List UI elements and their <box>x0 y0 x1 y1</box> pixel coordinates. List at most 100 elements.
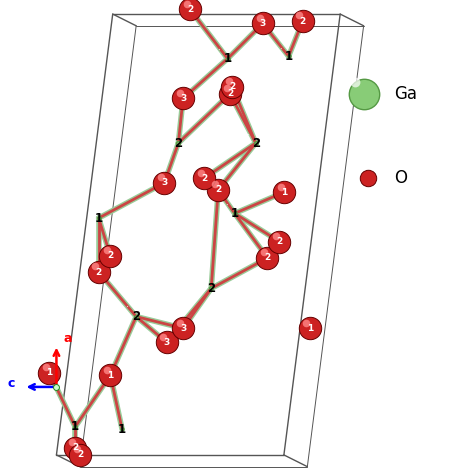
Point <box>199 275 207 282</box>
Point <box>225 77 233 85</box>
Point <box>272 232 280 240</box>
Text: 3: 3 <box>180 324 186 333</box>
Point <box>302 319 310 326</box>
Point <box>299 17 307 25</box>
Point <box>179 95 187 102</box>
Point <box>111 417 119 425</box>
Text: Ga: Ga <box>394 85 417 103</box>
Point <box>73 446 81 453</box>
Point <box>53 383 60 391</box>
Point <box>95 214 102 222</box>
Point <box>201 174 208 182</box>
Point <box>87 205 94 212</box>
Text: 2: 2 <box>207 282 215 295</box>
Point <box>351 78 359 86</box>
Text: 1: 1 <box>284 50 292 63</box>
Text: 1: 1 <box>118 423 126 436</box>
Point <box>107 252 114 259</box>
Point <box>179 325 187 332</box>
Point <box>163 339 171 346</box>
Point <box>224 55 231 62</box>
Text: O: O <box>394 169 407 187</box>
Text: 2: 2 <box>96 267 102 277</box>
Point <box>72 423 79 431</box>
Point <box>259 20 266 27</box>
Text: 1: 1 <box>46 368 53 378</box>
Point <box>165 129 173 136</box>
Point <box>91 263 99 270</box>
Point <box>360 90 367 98</box>
Point <box>223 84 230 92</box>
Text: 3: 3 <box>180 94 186 103</box>
Point <box>103 366 111 373</box>
Point <box>197 169 205 176</box>
Point <box>95 268 102 276</box>
Point <box>252 139 260 147</box>
Point <box>231 210 238 217</box>
Text: 2: 2 <box>229 82 236 91</box>
Point <box>176 319 183 326</box>
Point <box>176 89 183 97</box>
Point <box>174 139 182 147</box>
Point <box>68 439 76 446</box>
Point <box>107 371 114 379</box>
Text: 1: 1 <box>95 212 103 225</box>
Text: c: c <box>7 377 15 390</box>
Text: 2: 2 <box>264 253 271 263</box>
Point <box>183 0 191 8</box>
Point <box>215 45 223 53</box>
Text: 1: 1 <box>107 371 113 380</box>
Text: 2: 2 <box>77 450 83 460</box>
Text: a: a <box>64 333 72 345</box>
Text: 3: 3 <box>164 338 170 347</box>
Text: 2: 2 <box>174 136 182 150</box>
Text: 3: 3 <box>161 178 167 188</box>
Point <box>186 6 194 13</box>
Point <box>208 285 215 292</box>
Point <box>277 44 285 52</box>
Text: 1: 1 <box>224 52 232 65</box>
Text: 3: 3 <box>260 19 266 28</box>
Text: 2: 2 <box>72 443 78 453</box>
Point <box>103 246 111 254</box>
Text: 2: 2 <box>300 16 306 26</box>
Point <box>296 12 303 19</box>
Point <box>306 325 313 332</box>
Point <box>132 313 140 320</box>
Point <box>157 174 165 181</box>
Point <box>160 333 167 340</box>
Point <box>46 369 53 377</box>
Text: 2: 2 <box>227 89 233 98</box>
Text: 2: 2 <box>187 5 193 14</box>
Point <box>365 174 372 182</box>
Text: 2: 2 <box>215 185 221 195</box>
Point <box>285 53 292 60</box>
Text: 1: 1 <box>230 207 239 220</box>
Point <box>244 130 251 137</box>
Text: 1: 1 <box>307 324 313 333</box>
Point <box>214 186 222 194</box>
Point <box>63 413 70 420</box>
Point <box>118 425 126 433</box>
Point <box>123 303 131 310</box>
Point <box>223 201 230 208</box>
Point <box>76 451 84 459</box>
Text: 2: 2 <box>201 174 207 183</box>
Point <box>264 254 271 262</box>
Point <box>226 90 234 98</box>
Point <box>228 83 236 91</box>
Text: 2: 2 <box>276 237 283 246</box>
Point <box>72 444 79 452</box>
Text: 1: 1 <box>281 188 287 197</box>
Point <box>275 238 283 245</box>
Text: 2: 2 <box>252 136 260 150</box>
Point <box>280 189 288 196</box>
Text: 1: 1 <box>71 420 79 433</box>
Point <box>255 14 263 22</box>
Point <box>161 179 168 187</box>
Text: 2: 2 <box>132 310 140 323</box>
Point <box>260 249 268 256</box>
Text: 2: 2 <box>107 251 113 260</box>
Point <box>42 363 50 371</box>
Point <box>211 181 219 188</box>
